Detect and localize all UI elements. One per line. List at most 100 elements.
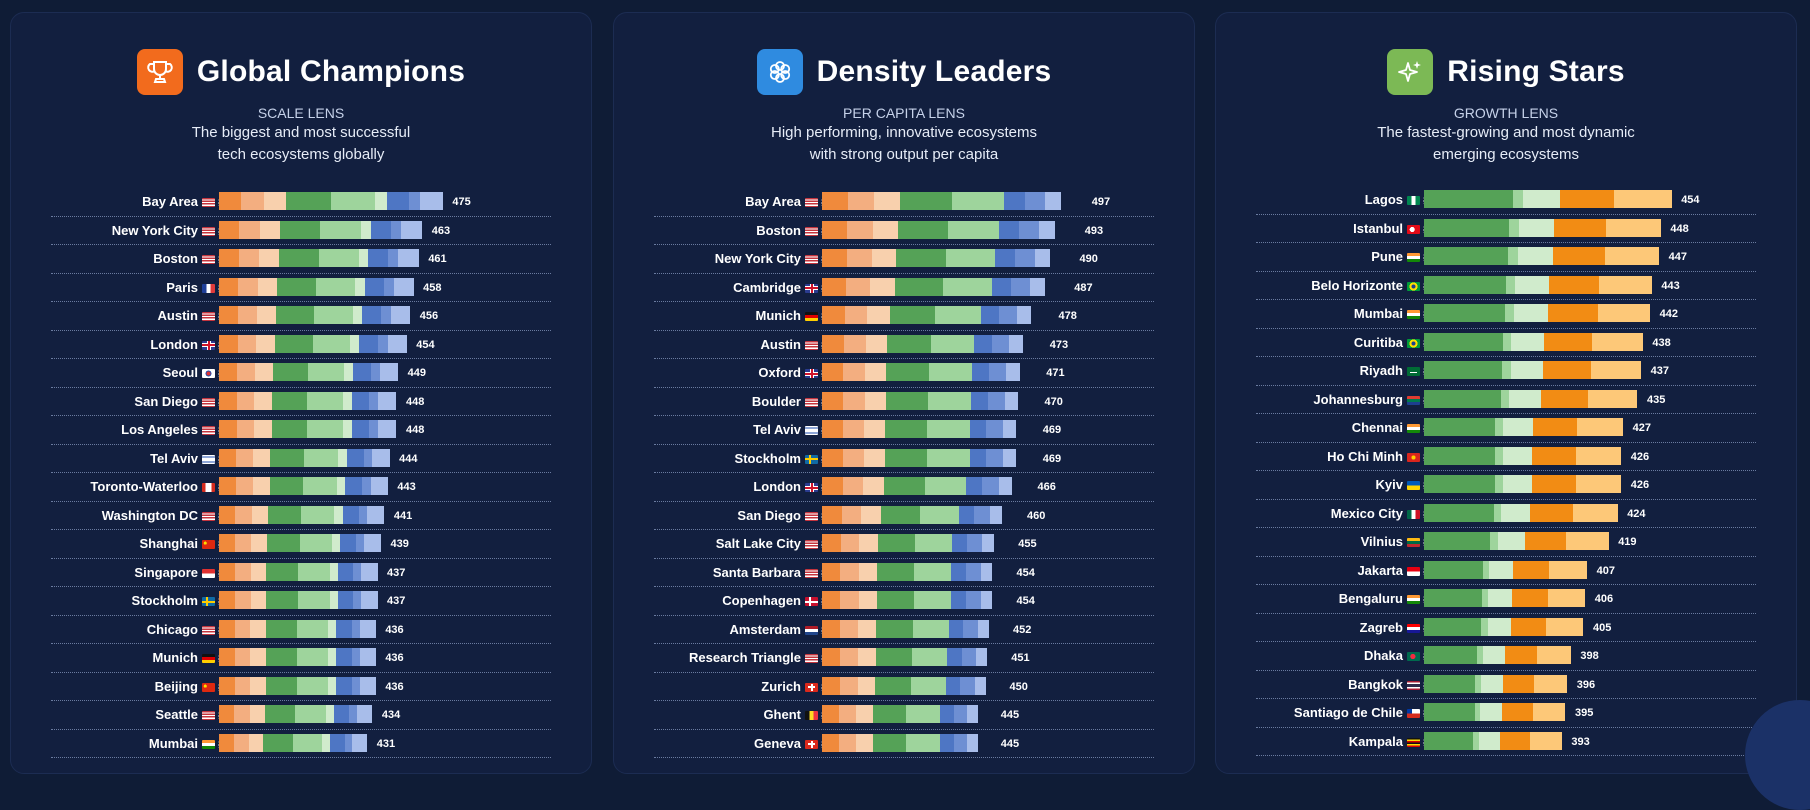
bar-segment-e: [307, 391, 344, 410]
bar-segment-i: [367, 505, 385, 524]
score-value: 406: [1594, 593, 1614, 605]
panel-title: Density Leaders: [816, 55, 1052, 88]
score-value: 437: [1650, 365, 1669, 377]
panel-global-champions: Global Champions SCALE LENS The biggest …: [10, 12, 592, 774]
score-value: 454: [1016, 595, 1035, 607]
bar-segment-e: [1575, 446, 1622, 465]
bar-segment-d: [265, 619, 298, 638]
bar-segment-h: [980, 562, 993, 581]
bar-segment-a: [1424, 532, 1491, 550]
bar-segment-b: [842, 477, 864, 495]
bar-segment-d: [286, 192, 332, 210]
bar-segment-g: [342, 505, 360, 524]
ranking-row: New York City#3490: [654, 245, 1154, 274]
bar-segment-c: [251, 505, 269, 524]
bar-segment-d: [267, 534, 301, 552]
ranking-row: Oxford#7471: [654, 359, 1154, 388]
bar-segment-c: [858, 591, 878, 609]
bar-segment-a: [822, 249, 848, 267]
bar-segment-f: [354, 277, 366, 296]
city-label: Dhaka: [1363, 648, 1403, 663]
bar-segment-d: [889, 306, 936, 324]
flag-icon-cn: [202, 682, 215, 692]
ranking-row: Kyiv#11426: [1256, 471, 1756, 500]
ranking-row: Boulder#8470: [654, 388, 1154, 416]
bar-segment-c: [1514, 275, 1550, 294]
bar-segment-f: [352, 306, 363, 324]
bar-segment-i: [378, 391, 397, 410]
city-label: Johannesburg: [1313, 391, 1403, 407]
bar-segment-h: [998, 477, 1012, 495]
flag-icon-ch: [805, 682, 818, 692]
flag-icon-us: [805, 397, 818, 407]
ranking-row: Research Triangle#17451: [654, 644, 1154, 673]
bar-segment-d: [272, 363, 309, 381]
panel-rising-stars: Rising Stars GROWTH LENS The fastest-gro…: [1215, 12, 1797, 774]
ranking-row: Boston#3461: [51, 245, 551, 274]
bar-segment-d: [279, 220, 321, 239]
bar-segment-d: [1544, 332, 1593, 351]
flag-icon-dk: [805, 597, 818, 606]
bar-segment-c: [1510, 361, 1544, 379]
bar-segment-d: [265, 676, 298, 695]
bar-segment-b: [1505, 304, 1515, 322]
bar-segment-a: [822, 705, 840, 723]
bar-segment-d: [278, 249, 320, 267]
bar-segment-a: [219, 363, 238, 381]
bar-segment-d: [894, 277, 944, 296]
bar-segment-d: [276, 306, 315, 324]
bar-segment-a: [1424, 503, 1495, 522]
bar-segment-b: [237, 334, 257, 353]
bar-segment-g: [353, 363, 372, 381]
ranking-row: Los Angeles#9448: [51, 416, 551, 445]
bar-segment-f: [344, 363, 354, 381]
bar-segment-f: [998, 220, 1020, 239]
score-bar: [219, 705, 373, 723]
bar-segment-a: [1424, 475, 1496, 493]
ranking-row: Salt Lake City#13455: [654, 530, 1154, 559]
bar-segment-g: [989, 363, 1007, 381]
bar-segment-b: [1482, 560, 1490, 579]
trophy-icon: [136, 49, 183, 95]
score-bar: [1424, 646, 1571, 664]
bar-segment-g: [346, 448, 365, 467]
score-value: 456: [419, 310, 439, 322]
bar-segment-b: [1474, 703, 1481, 721]
bar-segment-d: [1559, 190, 1615, 208]
bar-segment-e: [1614, 190, 1672, 208]
score-bar: [1424, 418, 1624, 436]
bar-segment-d: [1501, 703, 1534, 721]
bar-segment-g: [362, 306, 382, 324]
bar-segment-h: [369, 420, 379, 438]
bar-segment-b: [234, 591, 252, 609]
bar-segment-d: [277, 277, 317, 296]
bar-segment-h: [974, 676, 986, 695]
flag-icon-tr: [1407, 224, 1420, 234]
panel-description-line2: tech ecosystems globally: [217, 146, 385, 163]
bar-segment-a: [219, 477, 237, 495]
bar-segment-f: [940, 705, 955, 723]
bar-segment-e: [1590, 361, 1642, 379]
bar-segment-h: [351, 619, 361, 638]
city-label: London: [753, 479, 801, 494]
bar-segment-f: [334, 505, 344, 524]
city-label: Seoul: [162, 365, 198, 380]
score-value: 449: [407, 367, 427, 379]
bar-segment-h: [391, 220, 402, 239]
score-value: 437: [387, 566, 406, 579]
bar-segment-a: [219, 306, 239, 324]
bar-segment-i: [359, 648, 376, 666]
flag-icon-gb: [202, 340, 215, 350]
bar-segment-c: [1487, 617, 1512, 636]
ranking-row: San Diego#8448: [51, 388, 551, 416]
ranking-row: Jakarta#14407: [1256, 557, 1756, 585]
bar-segment-f: [965, 477, 983, 495]
bar-segment-a: [822, 591, 841, 609]
bar-segment-d: [269, 477, 304, 495]
panel-lens: SCALE LENS: [257, 105, 345, 121]
bar-segment-a: [822, 534, 842, 552]
flag-icon-us: [805, 654, 818, 663]
bar-segment-i: [398, 249, 419, 267]
bar-segment-g: [329, 733, 346, 752]
score-value: 434: [381, 709, 401, 721]
